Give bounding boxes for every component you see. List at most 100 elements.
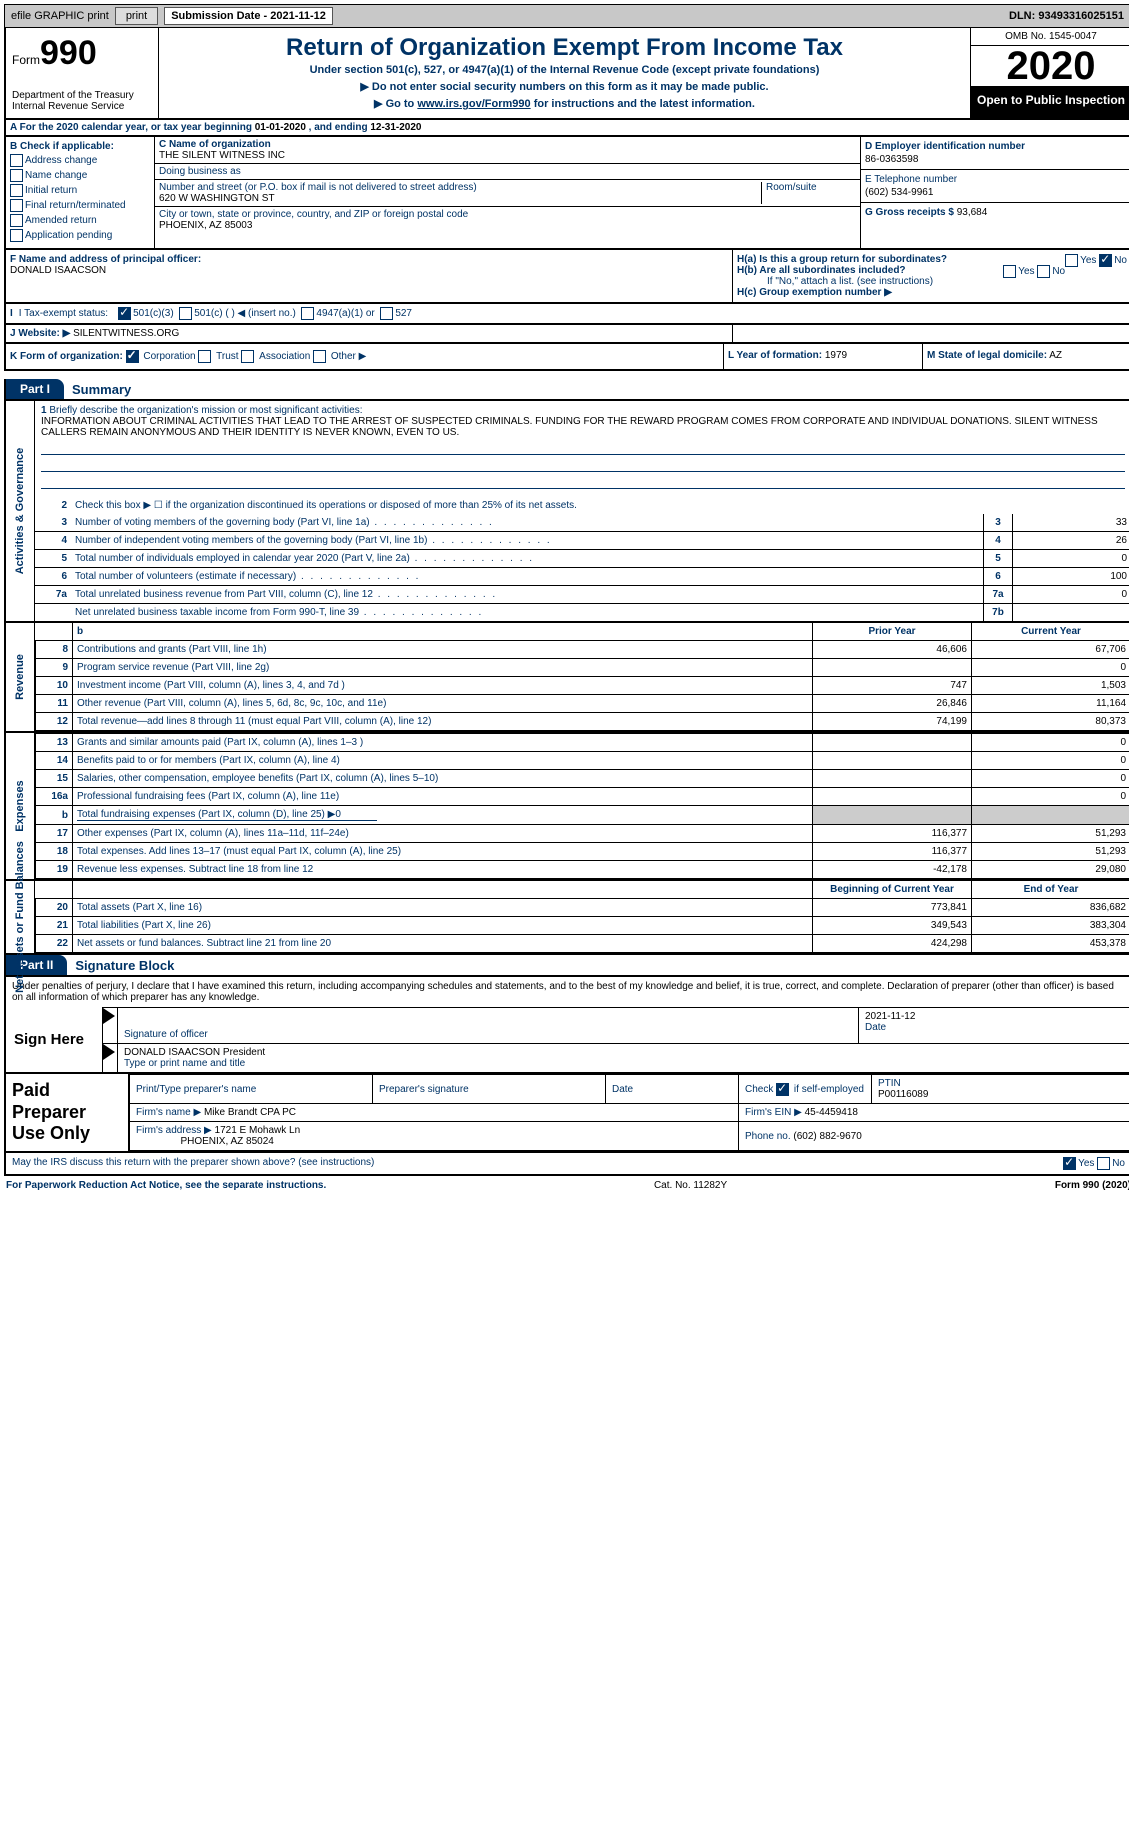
ci5: Application pending: [25, 230, 112, 241]
row-k: K Form of organization: Corporation Trus…: [4, 344, 1129, 371]
ha-yes-chk[interactable]: [1065, 254, 1078, 267]
part1-gov: Activities & Governance 1 Briefly descri…: [4, 401, 1129, 623]
chk-address[interactable]: Address change: [10, 154, 150, 167]
i-501c-chk[interactable]: [179, 307, 192, 320]
paid-table: Print/Type preparer's name Preparer's si…: [129, 1074, 1129, 1151]
sig-officer-lbl: Signature of officer: [124, 1029, 208, 1040]
hb-no-chk[interactable]: [1037, 265, 1050, 278]
table-row: 16aProfessional fundraising fees (Part I…: [36, 788, 1129, 806]
col-c: C Name of organization THE SILENT WITNES…: [155, 137, 860, 248]
footer-mid: Cat. No. 11282Y: [654, 1180, 727, 1191]
side-revenue: Revenue: [6, 623, 35, 731]
i-4947-chk[interactable]: [301, 307, 314, 320]
ul1: [41, 442, 1125, 455]
i-501c3-chk[interactable]: [118, 307, 131, 320]
ul2: [41, 459, 1125, 472]
form-title: Return of Organization Exempt From Incom…: [163, 34, 966, 62]
paid-lbl: Paid Preparer Use Only: [6, 1074, 129, 1151]
net-table: Beginning of Current Year End of Year 20…: [35, 881, 1129, 953]
discuss-yes-chk[interactable]: [1063, 1157, 1076, 1170]
side-gov-text: Activities & Governance: [14, 448, 26, 575]
revenue-section: Revenue b Prior Year Current Year 8Contr…: [4, 623, 1129, 733]
signature-block: Under penalties of perjury, I declare th…: [4, 977, 1129, 1074]
mission-text: INFORMATION ABOUT CRIMINAL ACTIVITIES TH…: [41, 416, 1098, 438]
ph3: Date: [606, 1075, 739, 1104]
form-label: Form: [12, 53, 40, 67]
ph4a: Check: [745, 1084, 773, 1095]
website: SILENTWITNESS.ORG: [73, 328, 179, 339]
addr-lbl: Number and street (or P.O. box if mail i…: [159, 182, 477, 193]
chk-name[interactable]: Name change: [10, 169, 150, 182]
chk-amended[interactable]: Amended return: [10, 214, 150, 227]
hb-yesno: Yes No: [1003, 265, 1065, 278]
firm-name-row: Firm's name ▶ Mike Brandt CPA PC Firm's …: [130, 1104, 1129, 1122]
sa-begin: 01-01-2020: [255, 122, 306, 133]
k-other-chk[interactable]: [313, 350, 326, 363]
m-cell: M State of legal domicile: AZ: [922, 344, 1129, 369]
gov-row: 5Total number of individuals employed in…: [35, 550, 1129, 568]
table-row: 10Investment income (Part VIII, column (…: [36, 677, 1129, 695]
net-hdr-row: Beginning of Current Year End of Year: [36, 881, 1129, 899]
part1-title: Summary: [72, 382, 131, 397]
ha-yesno: Yes No: [1065, 254, 1127, 267]
netassets-section: Net Assets or Fund Balances Beginning of…: [4, 881, 1129, 955]
hb-yes-chk[interactable]: [1003, 265, 1016, 278]
firm-city: PHOENIX, AZ 85024: [180, 1136, 273, 1147]
irs-link[interactable]: www.irs.gov/Form990: [417, 98, 530, 110]
g-lbl: G Gross receipts $: [865, 207, 954, 218]
sub3-b: for instructions and the latest informat…: [531, 98, 755, 110]
ci4: Amended return: [25, 215, 97, 226]
ha-no-chk[interactable]: [1099, 254, 1112, 267]
h-note: If "No," attach a list. (see instruction…: [767, 276, 1127, 287]
revenue-table: b Prior Year Current Year 8Contributions…: [35, 623, 1129, 731]
chk-initial[interactable]: Initial return: [10, 184, 150, 197]
k-corp-chk[interactable]: [126, 350, 139, 363]
table-row: bTotal fundraising expenses (Part IX, co…: [36, 806, 1129, 825]
ein: 86-0363598: [865, 154, 1127, 165]
discuss-no-chk[interactable]: [1097, 1157, 1110, 1170]
addr-row: Number and street (or P.O. box if mail i…: [155, 180, 860, 207]
print-button[interactable]: print: [115, 7, 158, 25]
i-lbl: I Tax-exempt status:: [19, 308, 108, 319]
i-527-chk[interactable]: [380, 307, 393, 320]
fn-lbl: Firm's name ▶: [136, 1107, 201, 1118]
form-header: Form990 Department of the Treasury Inter…: [4, 28, 1129, 120]
self-emp-chk[interactable]: [776, 1083, 789, 1096]
sig-content: Signature of officer 2021-11-12 Date DON…: [103, 1007, 1129, 1072]
k-trust-chk[interactable]: [198, 350, 211, 363]
table-row: 17Other expenses (Part IX, column (A), l…: [36, 825, 1129, 843]
part2-title: Signature Block: [75, 958, 174, 973]
header-left: Form990 Department of the Treasury Inter…: [6, 28, 159, 118]
table-row: 9Program service revenue (Part VIII, lin…: [36, 659, 1129, 677]
gov-row: Net unrelated business taxable income fr…: [35, 604, 1129, 621]
l-lbl: L Year of formation:: [728, 350, 822, 361]
open-inspection: Open to Public Inspection: [971, 87, 1129, 118]
header-right: OMB No. 1545-0047 2020 Open to Public In…: [970, 28, 1129, 118]
k-left: K Form of organization: Corporation Trus…: [6, 344, 723, 369]
table-row: 14Benefits paid to or for members (Part …: [36, 752, 1129, 770]
ul3: [41, 476, 1125, 489]
sub3-a: Go to: [386, 98, 418, 110]
subtitle-2: Do not enter social security numbers on …: [163, 80, 966, 93]
city-lbl: City or town, state or province, country…: [159, 209, 468, 220]
dba-lbl: Doing business as: [159, 166, 241, 177]
j-right: [733, 325, 1129, 342]
firm-phone: (602) 882-9670: [793, 1131, 861, 1142]
l-cell: L Year of formation: 1979: [723, 344, 922, 369]
info-grid: B Check if applicable: Address change Na…: [4, 137, 1129, 250]
arrow-icon-2: [103, 1044, 115, 1060]
ha-lbl: H(a) Is this a group return for subordin…: [737, 254, 947, 265]
col-de: D Employer identification number 86-0363…: [860, 137, 1129, 248]
form-number: Form990: [12, 34, 152, 73]
tax-year: 2020: [971, 46, 1129, 87]
j-left: J Website: ▶ SILENTWITNESS.ORG: [6, 325, 733, 342]
col-b-label: B Check if applicable:: [10, 141, 150, 152]
chk-final[interactable]: Final return/terminated: [10, 199, 150, 212]
chk-app[interactable]: Application pending: [10, 229, 150, 242]
k-assoc-chk[interactable]: [241, 350, 254, 363]
h-cell: H(a) Is this a group return for subordin…: [733, 250, 1129, 302]
fe-lbl: Firm's EIN ▶: [745, 1107, 802, 1118]
i-o4: 527: [395, 308, 412, 319]
gov-content: 1 Briefly describe the organization's mi…: [35, 401, 1129, 621]
name-lbl: Type or print name and title: [124, 1058, 245, 1069]
